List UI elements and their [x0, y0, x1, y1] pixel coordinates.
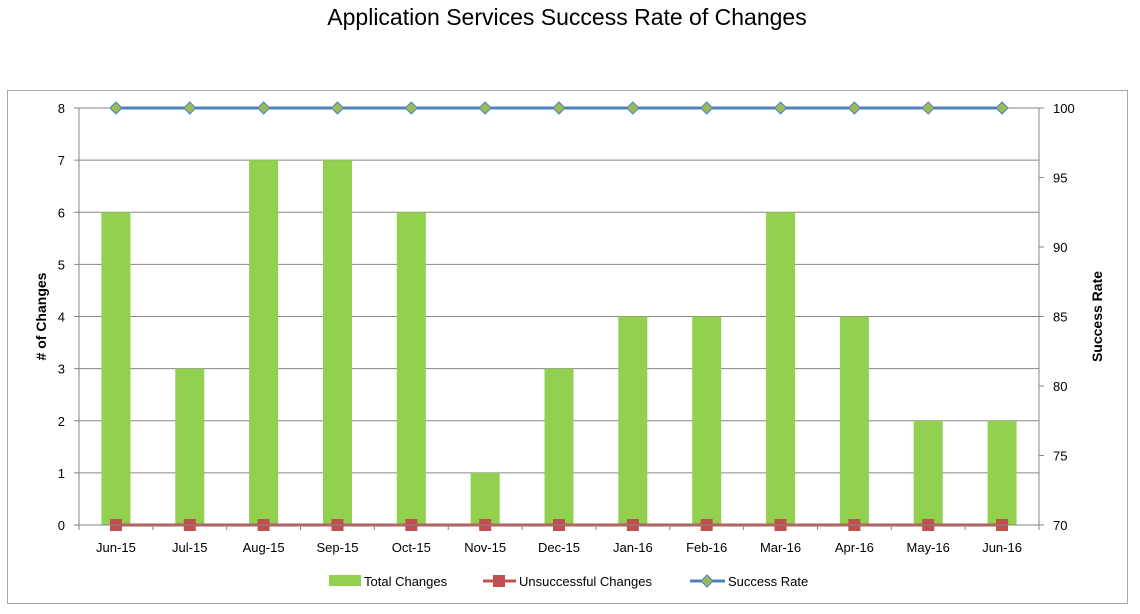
x-tick-label: May-16 — [907, 540, 950, 555]
marker-success-rate — [847, 101, 862, 115]
y2-tick-label: 80 — [1053, 379, 1067, 394]
marker-success-rate — [552, 101, 566, 115]
x-tick-label: Apr-16 — [835, 540, 874, 555]
y-tick-label: 7 — [58, 153, 65, 168]
bar-total-changes — [618, 316, 648, 525]
bar-total-changes — [987, 420, 1017, 525]
y2-tick-label: 90 — [1053, 240, 1067, 255]
bar-total-changes — [544, 368, 574, 525]
x-tick-label: Nov-15 — [464, 540, 506, 555]
tick-labels: 0 1 2 3 4 5 6 7 8 70 75 80 85 90 95 100 Jun-15 Jul-15 Aug-… — [33, 101, 1105, 555]
bar-total-changes — [913, 420, 943, 525]
y-tick-label: 1 — [58, 466, 65, 481]
x-tick-label: Jan-16 — [613, 540, 653, 555]
marker-success-rate — [921, 101, 935, 115]
marker-success-rate — [626, 101, 640, 115]
bar-total-changes — [766, 212, 796, 525]
chart-title: Application Services Success Rate of Cha… — [327, 4, 807, 30]
y-tick-label: 3 — [58, 362, 65, 377]
legend-label-total-changes: Total Changes — [364, 574, 448, 589]
y2-tick-label: 100 — [1053, 101, 1075, 116]
y-tick-label: 5 — [58, 257, 65, 272]
legend-label-unsuccessful-changes: Unsuccessful Changes — [519, 574, 652, 589]
x-tick-label: Sep-15 — [317, 540, 359, 555]
bar-total-changes — [322, 160, 352, 525]
bar-total-changes — [470, 472, 500, 525]
y-tick-label: 8 — [58, 101, 65, 116]
x-tick-label: Aug-15 — [243, 540, 285, 555]
legend-swatch-total-changes — [329, 575, 361, 586]
y2-tick-label: 85 — [1053, 310, 1067, 325]
gridlines — [79, 107, 1039, 474]
y-axis-title: # of Changes — [33, 272, 49, 360]
x-tick-label: Jun-16 — [982, 540, 1022, 555]
marker-success-rate — [995, 101, 1009, 115]
legend-label-success-rate: Success Rate — [728, 574, 808, 589]
marker-success-rate — [404, 101, 419, 115]
bar-total-changes — [101, 212, 131, 525]
bar-total-changes — [396, 212, 426, 525]
x-tick-label: Oct-15 — [392, 540, 431, 555]
y2-tick-label: 75 — [1053, 449, 1067, 464]
y2-tick-label: 95 — [1053, 171, 1067, 186]
bar-series-total-changes — [101, 160, 1017, 525]
bar-total-changes — [692, 316, 722, 525]
legend: Total Changes Unsuccessful Changes Success… — [329, 574, 808, 589]
marker-success-rate — [330, 101, 345, 115]
marker-success-rate — [699, 101, 714, 115]
bar-total-changes — [175, 368, 205, 525]
marker-success-rate — [478, 101, 492, 115]
y-tick-label: 2 — [58, 414, 65, 429]
chart-frame — [7, 90, 1128, 604]
bar-total-changes — [839, 316, 869, 525]
x-tick-label: Dec-15 — [538, 540, 580, 555]
marker-success-rate — [256, 101, 271, 115]
axes — [74, 107, 1044, 530]
marker-success-rate — [183, 101, 197, 115]
legend-marker-success-rate — [700, 574, 714, 588]
x-tick-label: Mar-16 — [760, 540, 801, 555]
y-tick-label: 4 — [58, 310, 65, 325]
x-tick-label: Jul-15 — [172, 540, 207, 555]
marker-success-rate — [109, 101, 123, 115]
legend-marker-unsuccessful-changes — [493, 575, 505, 587]
x-tick-label: Feb-16 — [686, 540, 727, 555]
y2-tick-label: 70 — [1053, 518, 1067, 533]
y-tick-label: 6 — [58, 205, 65, 220]
y-tick-label: 0 — [58, 518, 65, 533]
bar-total-changes — [249, 160, 279, 525]
y2-axis-title: Success Rate — [1089, 271, 1105, 362]
x-tick-label: Jun-15 — [96, 540, 136, 555]
marker-success-rate — [773, 101, 788, 115]
